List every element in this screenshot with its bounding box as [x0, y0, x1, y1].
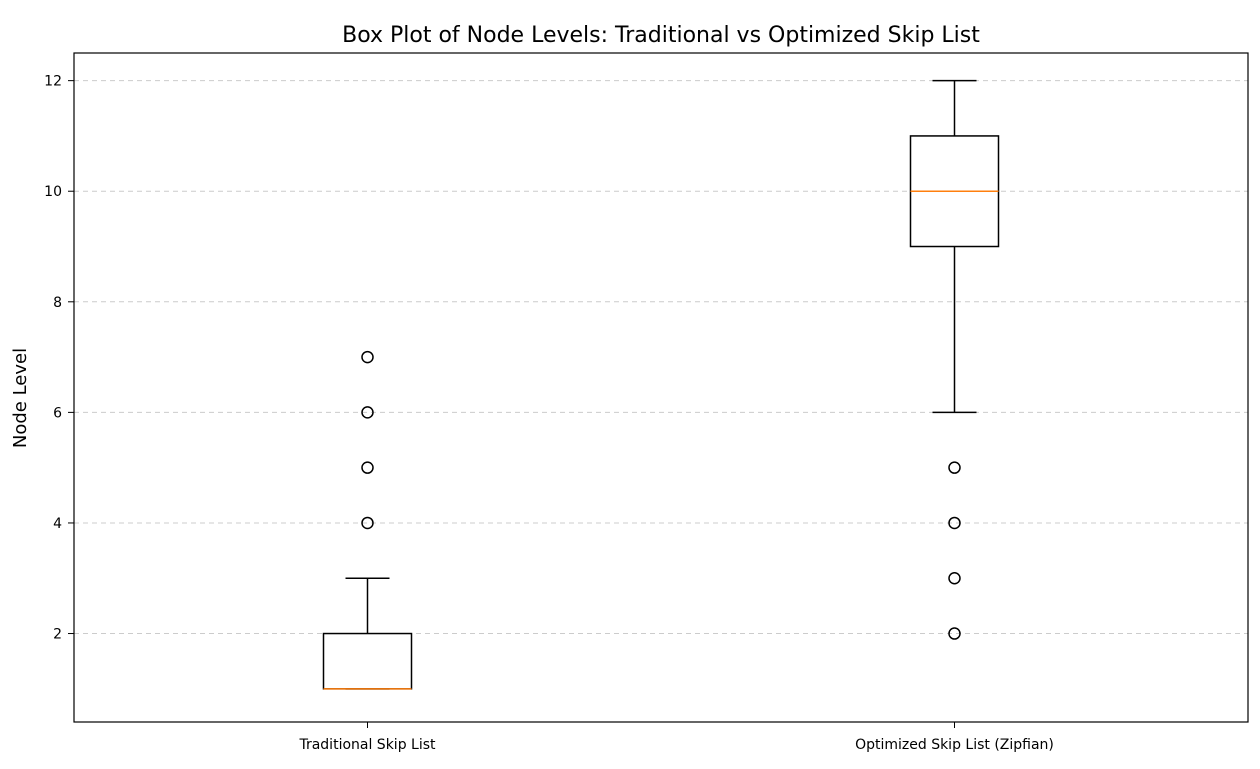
box-plots: [322, 79, 1000, 690]
y-axis-ticks: 2 4 6 8 10 12: [44, 74, 74, 643]
y-tick-label: 6: [53, 405, 62, 421]
y-tick-label: 12: [44, 74, 62, 90]
x-axis-ticks: Traditional Skip List Optimized Skip List…: [298, 722, 1054, 753]
x-tick-label: Optimized Skip List (Zipfian): [855, 737, 1054, 753]
outlier-point: [361, 350, 374, 364]
outlier-point: [361, 461, 374, 474]
y-tick-label: 10: [44, 184, 62, 200]
box-plot-group: [322, 350, 413, 690]
box-iqr: [322, 632, 413, 690]
outlier-point: [948, 571, 961, 585]
outlier-point: [361, 516, 374, 530]
box-plot-group: [909, 79, 1000, 640]
y-tick-label: 2: [53, 627, 62, 643]
x-tick-label: Traditional Skip List: [298, 737, 436, 753]
y-axis-label: Node Level: [10, 348, 31, 448]
outlier-point: [948, 516, 961, 530]
outlier-point: [948, 461, 961, 474]
chart-title: Box Plot of Node Levels: Traditional vs …: [342, 23, 980, 48]
plot-area-frame: [73, 52, 1249, 723]
y-tick-label: 4: [53, 516, 62, 532]
grid-lines: [74, 80, 1248, 635]
outlier-point: [361, 406, 374, 419]
outlier-point: [948, 627, 961, 640]
y-tick-label: 8: [53, 295, 62, 311]
